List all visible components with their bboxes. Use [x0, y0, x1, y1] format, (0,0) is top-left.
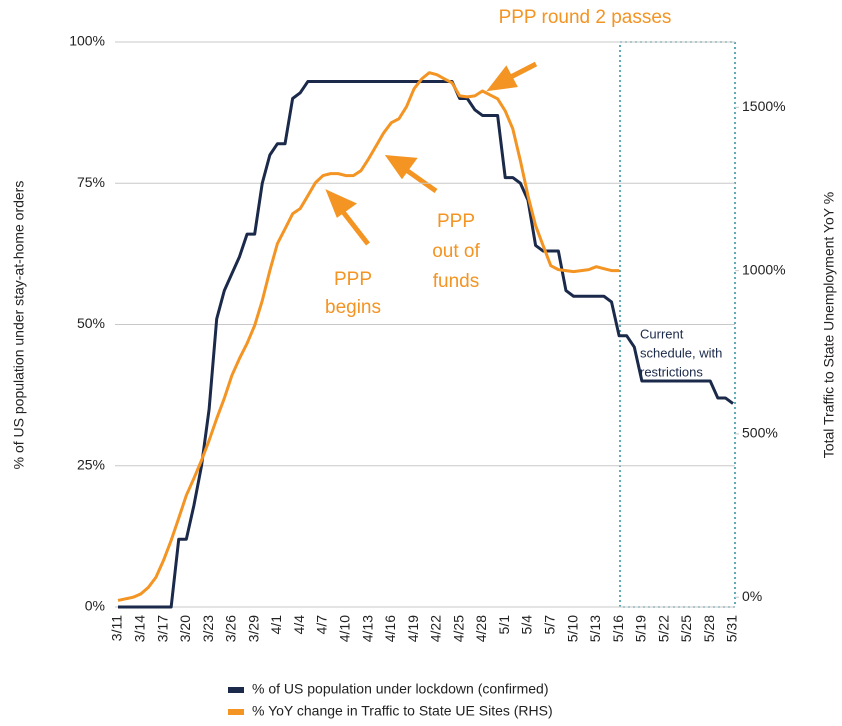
x-tick-label: 5/7 [541, 615, 557, 635]
x-tick-label: 5/22 [655, 615, 671, 642]
x-tick-label: 5/10 [564, 615, 580, 642]
legend-swatch [228, 687, 244, 693]
x-tick-label: 4/1 [268, 615, 284, 635]
x-tick-label: 3/20 [177, 615, 193, 642]
annotation: Current [640, 326, 684, 341]
legend-label: % of US population under lockdown (confi… [252, 681, 549, 697]
y2-tick-label: 1000% [742, 261, 786, 277]
annotation: begins [325, 297, 381, 318]
x-tick-label: 4/28 [473, 615, 489, 642]
x-tick-label: 5/4 [519, 615, 535, 635]
x-tick-label: 4/25 [450, 615, 466, 642]
x-tick-label: 3/26 [223, 615, 239, 642]
y-tick-label: 25% [77, 456, 105, 472]
x-tick-label: 5/19 [633, 615, 649, 642]
series-line [118, 80, 734, 609]
x-tick-label: 4/13 [359, 615, 375, 642]
annotation: PPP round 2 passes [499, 7, 672, 28]
legend-label: % YoY change in Traffic to State UE Site… [252, 703, 553, 719]
annotation: PPP [334, 269, 372, 290]
y-tick-label: 0% [85, 598, 105, 614]
arrow-head [486, 65, 518, 92]
x-tick-label: 5/25 [678, 615, 694, 642]
arrow-head [384, 155, 418, 180]
y2-tick-label: 0% [742, 588, 762, 604]
x-tick-label: 3/17 [154, 615, 170, 642]
annotation: PPP [437, 211, 475, 232]
x-tick-label: 5/1 [496, 615, 512, 635]
x-tick-label: 5/31 [724, 615, 740, 642]
y-axis-title: % of US population under stay-at-home or… [11, 181, 27, 470]
x-tick-label: 5/16 [610, 615, 626, 642]
x-tick-label: 3/14 [131, 615, 147, 642]
series-line [117, 71, 620, 602]
y-tick-label: 75% [77, 174, 105, 190]
x-tick-label: 5/28 [701, 615, 717, 642]
arrows [325, 61, 538, 246]
annotation: restrictions [640, 364, 703, 379]
y-tick-label: 100% [69, 33, 105, 49]
y2-tick-label: 500% [742, 425, 778, 441]
x-tick-label: 4/10 [336, 615, 352, 642]
legend-swatch [228, 709, 244, 715]
x-tick-label: 5/13 [587, 615, 603, 642]
x-tick-label: 4/7 [314, 615, 330, 635]
annotation: schedule, with [640, 345, 722, 360]
y-tick-label: 50% [77, 315, 105, 331]
x-tick-label: 3/11 [109, 615, 125, 641]
annotation: funds [433, 271, 479, 292]
x-tick-label: 3/23 [200, 615, 216, 642]
x-tick-label: 4/22 [428, 615, 444, 642]
x-tick-label: 4/19 [405, 615, 421, 642]
y2-axis-title: Total Traffic to State Unemployment YoY … [821, 192, 837, 458]
arrow-head [325, 189, 357, 218]
annotation: out of [432, 241, 480, 262]
x-tick-label: 3/29 [245, 615, 261, 642]
y2-tick-label: 1500% [742, 98, 786, 114]
x-tick-label: 4/4 [291, 615, 307, 635]
x-tick-label: 4/16 [382, 615, 398, 642]
